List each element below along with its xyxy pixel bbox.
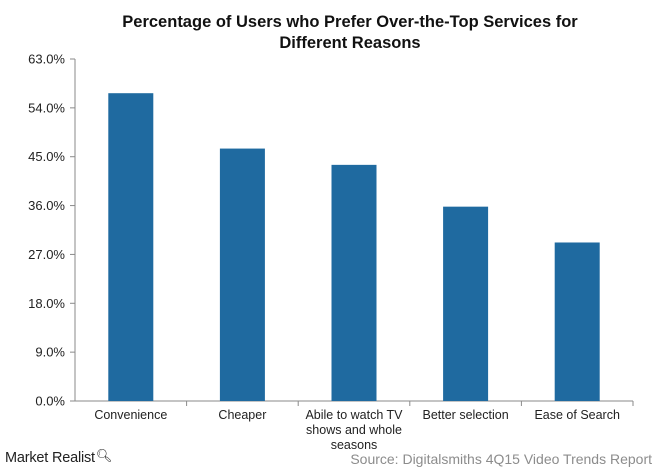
y-tick-label: 36.0% bbox=[28, 198, 65, 213]
y-tick-label: 18.0% bbox=[28, 296, 65, 311]
x-tick-label: Convenience bbox=[94, 408, 167, 422]
chart-title: Percentage of Users who Prefer Over-the-… bbox=[70, 12, 630, 54]
y-tick-label: 63.0% bbox=[28, 52, 65, 67]
bar bbox=[554, 242, 600, 401]
chart-title-line-2: Different Reasons bbox=[279, 34, 421, 52]
chart-title-line-1: Percentage of Users who Prefer Over-the-… bbox=[122, 13, 578, 31]
x-tick-label: shows and whole bbox=[306, 423, 402, 437]
bar bbox=[443, 206, 489, 401]
bar bbox=[331, 164, 377, 401]
bar bbox=[219, 148, 265, 401]
bar bbox=[108, 93, 154, 401]
x-tick-label: Cheaper bbox=[218, 408, 266, 422]
x-tick-label: seasons bbox=[331, 438, 378, 452]
brand-name: Market Realist bbox=[5, 450, 95, 466]
y-tick-label: 45.0% bbox=[28, 149, 65, 164]
source-note: Source: Digitalsmiths 4Q15 Video Trends … bbox=[350, 451, 652, 467]
x-tick-label: Ease of Search bbox=[534, 408, 620, 422]
y-tick-label: 27.0% bbox=[28, 247, 65, 262]
y-tick-label: 0.0% bbox=[35, 394, 65, 409]
y-tick-label: 54.0% bbox=[28, 100, 65, 115]
x-tick-label: Better selection bbox=[423, 408, 509, 422]
x-tick-label: Abile to watch TV bbox=[305, 408, 403, 422]
magnifier-icon: 🔍︎ bbox=[95, 448, 113, 463]
y-tick-label: 9.0% bbox=[35, 345, 65, 360]
brand-logo: Market Realist🔍︎ bbox=[5, 448, 112, 466]
